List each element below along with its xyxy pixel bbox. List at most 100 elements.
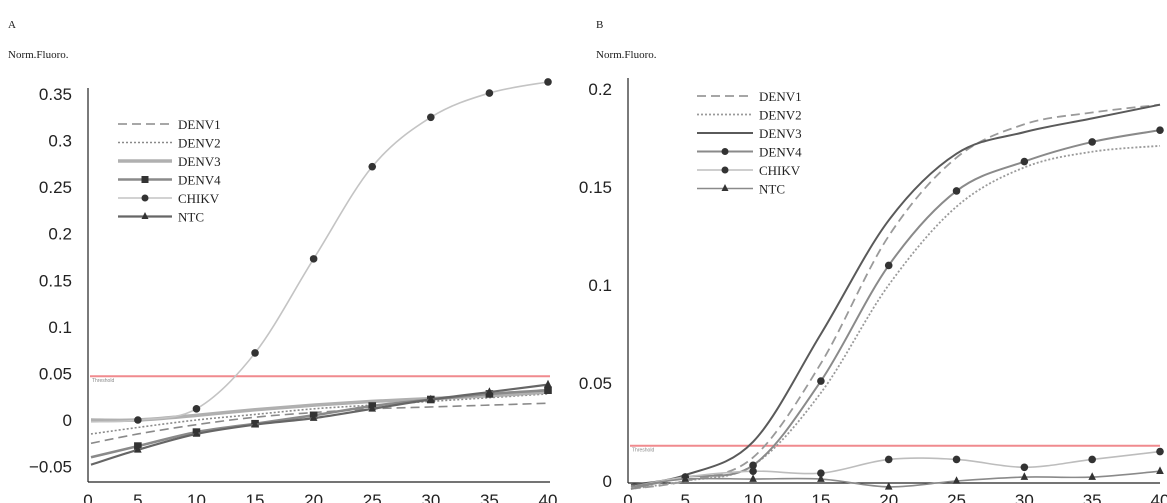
panel-b-ytick-label: 0.15 [579, 178, 612, 197]
panel-b-series-denv4-line [630, 129, 1161, 490]
panel-b-series-chikv-line [630, 450, 1161, 488]
panel-b-ylabel: Norm.Fluoro. [596, 49, 657, 61]
panel-b-ytick-label: 0.2 [588, 80, 612, 99]
panel-b-series-ntc-point [749, 474, 757, 482]
panel-a-series-ntc-point [427, 394, 435, 403]
panel-a-series-ntc-point [544, 379, 552, 388]
panel-b-xtick-label: 10 [744, 491, 763, 503]
panel-a-series-chikv-point [192, 405, 201, 413]
panel-b-legend-marker [721, 148, 729, 155]
panel-a-ytick-label: 0.3 [48, 132, 72, 151]
panel-b-xtick-label: 35 [1083, 491, 1102, 503]
panel-b-series-denv4-point [884, 261, 893, 270]
panel-a-xtick-label: 25 [363, 491, 382, 503]
panel-b-series-ntc-point [817, 474, 825, 482]
panel-a-series-denv1-line [90, 402, 549, 445]
panel-b-xtick-label: 40 [1151, 491, 1167, 503]
panel-a-xtick-label: 35 [480, 491, 499, 503]
panel-b-series-ntc-point [1088, 472, 1096, 480]
panel-a-series-denv4-point [544, 386, 552, 394]
panel-a-series-denv2-line [90, 393, 549, 435]
panel-b-xtick-label: 20 [879, 491, 898, 503]
panel-a-legend-marker [141, 176, 149, 183]
panel-b-xtick-label: 30 [1015, 491, 1034, 503]
panel-a-xtick-label: 20 [304, 491, 323, 503]
panel-b-series-chikv-point [1020, 463, 1029, 472]
panel-a-xtick-label: 10 [187, 491, 206, 503]
panel-a-series-ntc-point [192, 429, 201, 437]
panel-b-series-ntc-point [681, 474, 690, 482]
panel-b-series-denv4-point [1156, 126, 1164, 134]
panel-a-series-ntc-point [309, 413, 318, 421]
panel-b-series-chikv-point [749, 467, 757, 476]
panel-a-series-ntc-point [134, 445, 142, 453]
panel-b-xtick-label: 5 [681, 491, 690, 503]
panel-a-series-chikv-point [485, 89, 494, 97]
panel-b-legend-label: DENV4 [759, 145, 802, 160]
panel-a-xtick-label: 0 [83, 491, 92, 503]
panel-a-ytick-label: 0.2 [48, 225, 72, 244]
panel-a-legend-label: NTC [178, 210, 204, 225]
panel-a-series-ntc-point [251, 419, 259, 428]
panel-b-legend-label: CHIKV [759, 163, 801, 178]
panel-b-series-ntc-point [952, 476, 961, 484]
panel-b-ytick-label: 0 [603, 472, 612, 491]
panel-b-series-ntc-point [884, 482, 893, 490]
panel-b-series-denv4-point [749, 461, 757, 470]
panel-b-legend-marker [721, 184, 729, 191]
panel-a-series-chikv-point [251, 349, 259, 357]
panel-a-series-denv3-line [90, 390, 549, 423]
panel-a-series-denv4-line [90, 388, 549, 459]
panel-a-series-chikv-line [90, 81, 549, 423]
panel-a-xtick-label: 40 [539, 491, 558, 503]
panel-b-xtick-label: 15 [811, 491, 830, 503]
panel-b-series-denv2-line [630, 144, 1161, 490]
panel-b-series-denv4-point [1020, 157, 1029, 166]
panel-a-legend-label: DENV4 [178, 173, 221, 188]
panel-a-series-chikv-point [427, 113, 435, 122]
panel-b-series-denv4-point [952, 187, 961, 195]
panel-b-series-denv1-line [630, 103, 1161, 490]
panel-a-letter: A [8, 19, 16, 31]
panel-b-legend-marker [721, 166, 729, 174]
panel-b-xtick-label: 0 [623, 491, 632, 503]
panel-a-ytick-label: 0.1 [48, 318, 72, 337]
panel-b-series-ntc-point [1020, 472, 1029, 480]
panel-b-series-denv3-line [630, 103, 1161, 486]
panel-b-legend-label: DENV2 [759, 108, 802, 123]
panel-a-series-chikv-point [368, 162, 377, 171]
panel-a-ytick-label: 0.15 [39, 271, 72, 290]
panel-a-ytick-label: 0.35 [39, 85, 72, 104]
panel-a-xtick-label: 5 [133, 491, 142, 503]
panel-b-series-chikv-point [1156, 447, 1164, 456]
panel-b-series-denv4-point [817, 377, 825, 385]
panel-a-ytick-label: 0 [63, 411, 72, 430]
panel-a-ytick-label: −0.05 [29, 458, 72, 477]
panel-b-series-chikv-point [1088, 455, 1096, 464]
panel-a-threshold-label: Threshold [92, 378, 114, 384]
panel-a-series-chikv-point [309, 255, 318, 263]
panel-a-xtick-label: 15 [246, 491, 265, 503]
panel-a-legend-label: DENV3 [178, 154, 221, 169]
panel-a-legend-label: DENV2 [178, 136, 221, 151]
panel-a-series-ntc-point [485, 387, 494, 395]
panel-b-legend-label: NTC [759, 182, 785, 197]
panel-b-series-ntc-point [1156, 466, 1164, 474]
panel-b-series-chikv-point [884, 455, 893, 464]
panel-b-series-chikv-point [952, 455, 961, 464]
panel-b-ytick-label: 0.05 [579, 374, 612, 393]
panel-a-legend-marker [141, 212, 149, 219]
panel-b-legend-label: DENV3 [759, 126, 802, 141]
panel-a-series-ntc-point [368, 404, 377, 412]
panel-b-series-chikv-point [817, 469, 825, 477]
panel-a-ytick-label: 0.25 [39, 178, 72, 197]
panel-a-ytick-label: 0.05 [39, 364, 72, 383]
panel-a-xtick-label: 30 [421, 491, 440, 503]
panel-b-letter: B [596, 19, 604, 31]
panel-b-xtick-label: 25 [947, 491, 966, 503]
panel-a-ylabel: Norm.Fluoro. [8, 49, 69, 61]
panel-a-legend-label: DENV1 [178, 117, 221, 132]
panel-a-legend-label: CHIKV [178, 191, 220, 206]
panel-b-ytick-label: 0.1 [588, 276, 612, 295]
